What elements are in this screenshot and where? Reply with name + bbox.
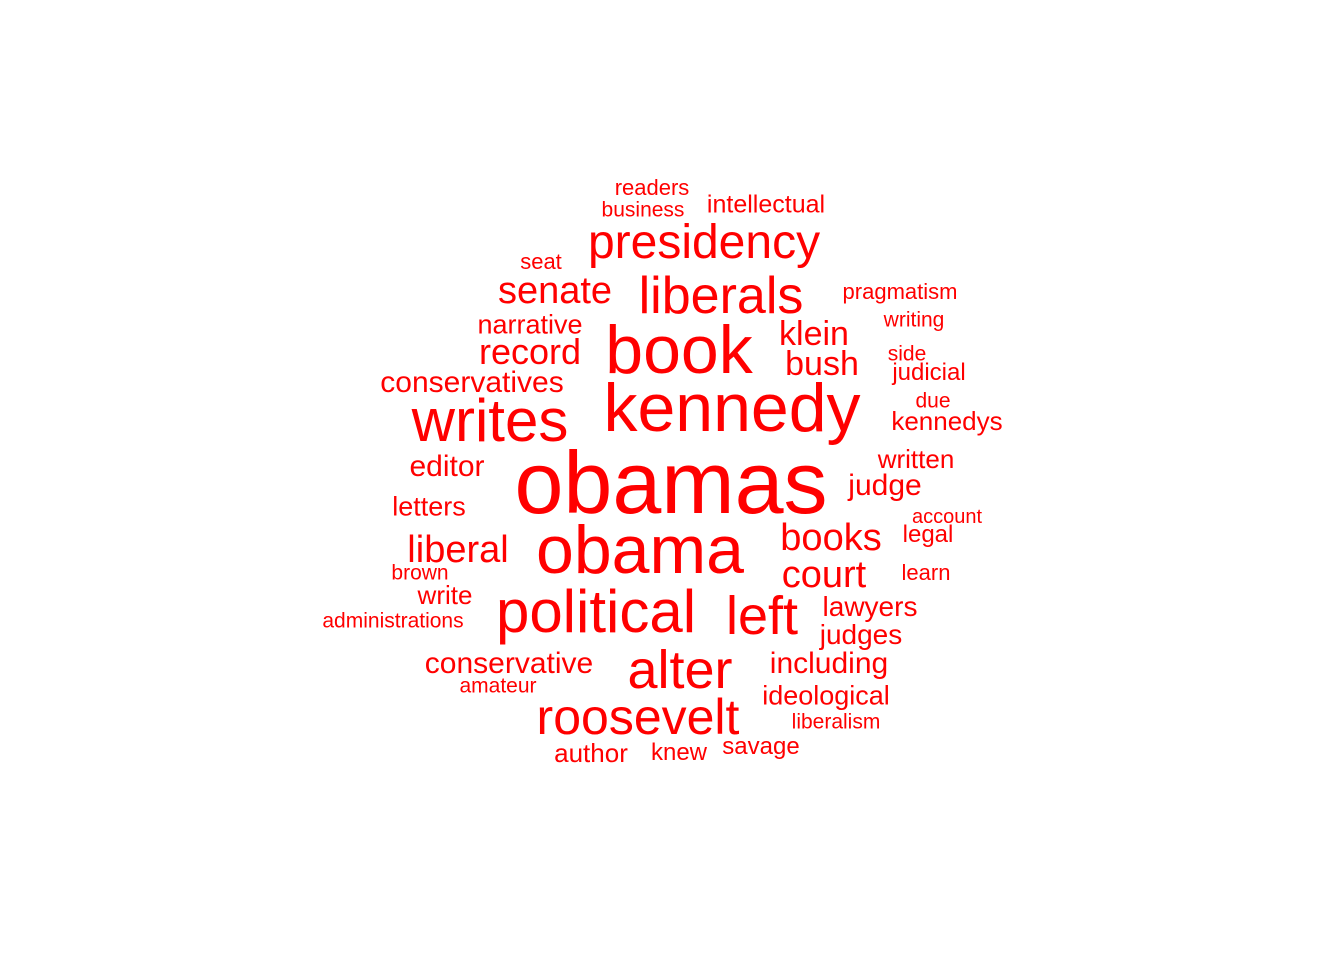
word-roosevelt: roosevelt (536, 689, 740, 745)
word-books: books (780, 517, 882, 559)
word-conservatives: conservatives (380, 366, 564, 399)
word-liberalism: liberalism (791, 710, 881, 734)
word-knew: knew (650, 739, 708, 766)
word-editor: editor (409, 450, 485, 483)
word-brown: brown (391, 561, 449, 585)
word-written: written (877, 444, 955, 474)
word-readers: readers (614, 175, 690, 200)
word-liberals: liberals (638, 267, 804, 325)
word-seat: seat (520, 249, 562, 274)
word-writes: writes (411, 387, 569, 454)
word-account: account (911, 506, 983, 528)
word-alter: alter (627, 640, 733, 700)
word-kennedys: kennedys (891, 406, 1003, 436)
word-administrations: administrations (322, 609, 464, 633)
word-obama: obama (536, 512, 744, 588)
word-writing: writing (883, 308, 945, 332)
word-record: record (478, 331, 582, 372)
word-obamas: obamas (514, 433, 828, 532)
word-judge: judge (848, 469, 922, 502)
word-liberal: liberal (407, 529, 509, 571)
word-presidency: presidency (587, 216, 821, 269)
word-letters: letters (392, 491, 466, 522)
word-political: political (495, 578, 697, 645)
word-left: left (725, 586, 799, 646)
word-ideological: ideological (762, 680, 890, 711)
word-due: due (915, 389, 951, 413)
word-learn: learn (901, 560, 951, 585)
word-senate: senate (497, 270, 613, 312)
word-court: court (781, 554, 867, 596)
word-kennedy: kennedy (603, 370, 861, 446)
word-judges: judges (819, 619, 903, 650)
word-pragmatism: pragmatism (842, 279, 958, 304)
word-business: business (601, 198, 685, 222)
word-bush: bush (785, 345, 859, 383)
word-amateur: amateur (459, 674, 537, 698)
word-conservative: conservative (424, 647, 594, 680)
word-klein: klein (779, 315, 849, 353)
word-judicial: judicial (892, 359, 966, 386)
word-including: including (769, 647, 889, 680)
word-savage: savage (722, 733, 800, 760)
word-write: write (417, 580, 473, 610)
word-narrative: narrative (477, 309, 583, 340)
word-legal: legal (902, 521, 954, 548)
word-author: author (554, 738, 628, 768)
word-side: side (887, 342, 927, 366)
word-book: book (605, 312, 753, 388)
word-intellectual: intellectual (706, 190, 826, 219)
word-lawyers: lawyers (822, 591, 918, 622)
